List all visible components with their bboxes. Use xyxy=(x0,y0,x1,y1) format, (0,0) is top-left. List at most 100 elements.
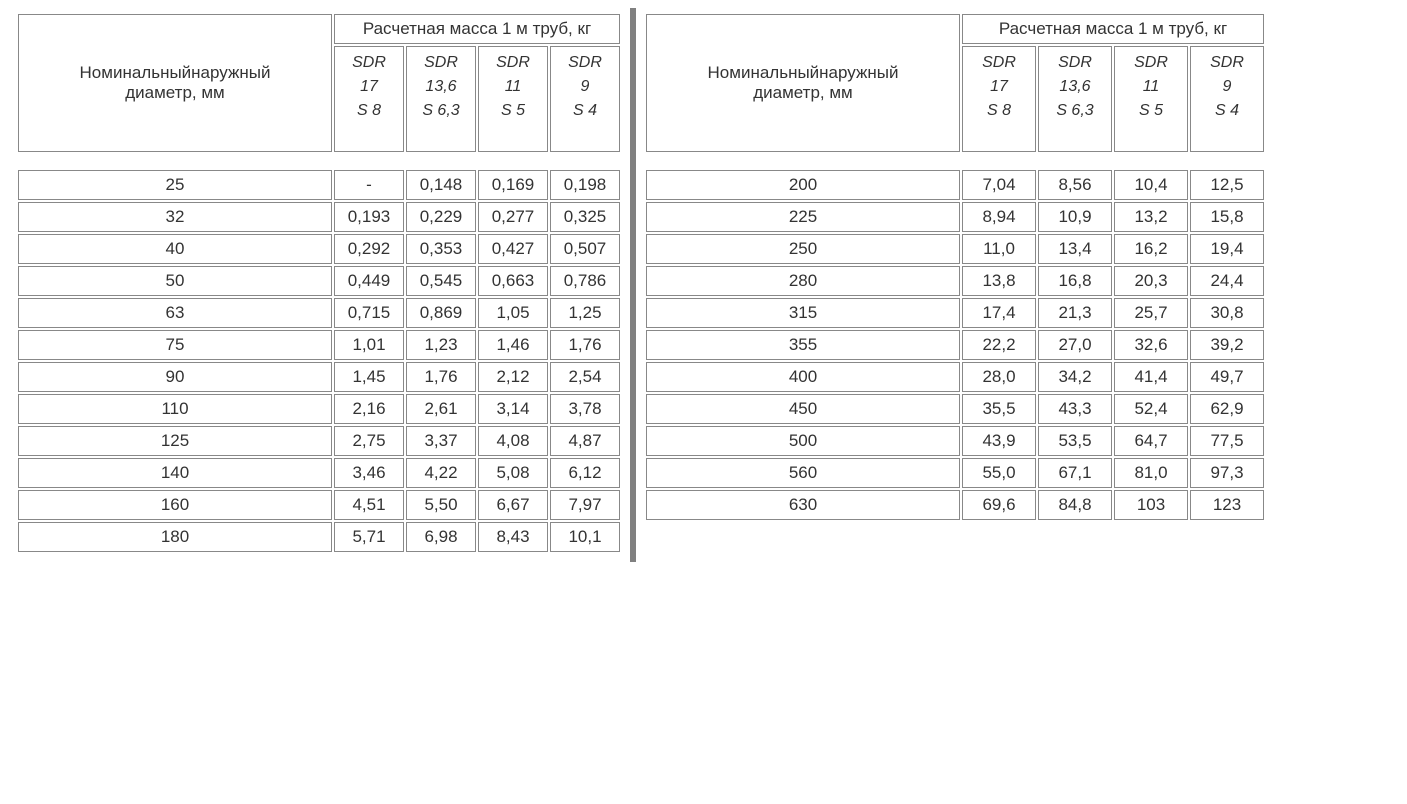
cell-diameter: 140 xyxy=(18,458,332,488)
cell-diameter: 630 xyxy=(646,490,960,520)
cell-value: 5,08 xyxy=(478,458,548,488)
sdr-col-3: SDR 9 S 4 xyxy=(1190,46,1264,152)
sdr-col-1: SDR 13,6 S 6,3 xyxy=(1038,46,1112,152)
cell-value: 24,4 xyxy=(1190,266,1264,296)
cell-value: 32,6 xyxy=(1114,330,1188,360)
right-panel: Номинальныйнаружный диаметр, мм Расчетна… xyxy=(636,8,1274,562)
cell-value: 2,75 xyxy=(334,426,404,456)
cell-value: 21,3 xyxy=(1038,298,1112,328)
cell-value: 1,76 xyxy=(406,362,476,392)
cell-diameter: 450 xyxy=(646,394,960,424)
table-row: 28013,816,820,324,4 xyxy=(646,266,1264,296)
cell-value: 97,3 xyxy=(1190,458,1264,488)
table-body-left: 25-0,1480,1690,198320,1930,2290,2770,325… xyxy=(18,170,620,552)
cell-diameter: 560 xyxy=(646,458,960,488)
col-mass-header: Расчетная масса 1 м труб, кг xyxy=(962,14,1264,44)
table-row: 2258,9410,913,215,8 xyxy=(646,202,1264,232)
cell-value: 1,76 xyxy=(550,330,620,360)
cell-value: 53,5 xyxy=(1038,426,1112,456)
cell-value: 81,0 xyxy=(1114,458,1188,488)
cell-value: 3,37 xyxy=(406,426,476,456)
sdr-col-2: SDR 11 S 5 xyxy=(1114,46,1188,152)
table-row: 1604,515,506,677,97 xyxy=(18,490,620,520)
cell-diameter: 125 xyxy=(18,426,332,456)
table-row: 901,451,762,122,54 xyxy=(18,362,620,392)
cell-value: 4,22 xyxy=(406,458,476,488)
table-row: 400,2920,3530,4270,507 xyxy=(18,234,620,264)
cell-value: 64,7 xyxy=(1114,426,1188,456)
cell-value: 0,507 xyxy=(550,234,620,264)
left-panel: Номинальныйнаружный диаметр, мм Расчетна… xyxy=(8,8,630,562)
cell-value: 6,98 xyxy=(406,522,476,552)
table-row: 751,011,231,461,76 xyxy=(18,330,620,360)
pipe-mass-table-right: Номинальныйнаружный диаметр, мм Расчетна… xyxy=(644,12,1266,522)
table-row: 56055,067,181,097,3 xyxy=(646,458,1264,488)
cell-value: 35,5 xyxy=(962,394,1036,424)
cell-value: 62,9 xyxy=(1190,394,1264,424)
cell-value: 52,4 xyxy=(1114,394,1188,424)
cell-value: 8,94 xyxy=(962,202,1036,232)
cell-diameter: 63 xyxy=(18,298,332,328)
col-diameter-header: Номинальныйнаружный диаметр, мм xyxy=(18,14,332,152)
cell-diameter: 90 xyxy=(18,362,332,392)
cell-value: 3,46 xyxy=(334,458,404,488)
cell-value: 77,5 xyxy=(1190,426,1264,456)
cell-value: 41,4 xyxy=(1114,362,1188,392)
cell-value: 0,292 xyxy=(334,234,404,264)
header-diameter-line1: Номинальныйнаружный xyxy=(80,63,271,82)
cell-value: 43,3 xyxy=(1038,394,1112,424)
cell-value: 5,50 xyxy=(406,490,476,520)
cell-value: 1,05 xyxy=(478,298,548,328)
cell-diameter: 355 xyxy=(646,330,960,360)
cell-value: 22,2 xyxy=(962,330,1036,360)
table-row: 25011,013,416,219,4 xyxy=(646,234,1264,264)
col-mass-header: Расчетная масса 1 м труб, кг xyxy=(334,14,620,44)
cell-value: 3,14 xyxy=(478,394,548,424)
table-row: 35522,227,032,639,2 xyxy=(646,330,1264,360)
table-row: 1403,464,225,086,12 xyxy=(18,458,620,488)
pipe-mass-table-left: Номинальныйнаружный диаметр, мм Расчетна… xyxy=(16,12,622,554)
table-row: 320,1930,2290,2770,325 xyxy=(18,202,620,232)
cell-diameter: 500 xyxy=(646,426,960,456)
header-diameter-line2: диаметр, мм xyxy=(753,83,853,102)
table-row: 63069,684,8103123 xyxy=(646,490,1264,520)
cell-value: 4,51 xyxy=(334,490,404,520)
cell-value: 2,54 xyxy=(550,362,620,392)
cell-value: 0,229 xyxy=(406,202,476,232)
cell-diameter: 75 xyxy=(18,330,332,360)
table-row: 2007,048,5610,412,5 xyxy=(646,170,1264,200)
sdr-col-0: SDR 17 S 8 xyxy=(962,46,1036,152)
cell-value: 0,663 xyxy=(478,266,548,296)
cell-value: 15,8 xyxy=(1190,202,1264,232)
cell-value: 103 xyxy=(1114,490,1188,520)
cell-value: 17,4 xyxy=(962,298,1036,328)
cell-value: 13,2 xyxy=(1114,202,1188,232)
cell-diameter: 40 xyxy=(18,234,332,264)
cell-diameter: 225 xyxy=(646,202,960,232)
cell-value: 34,2 xyxy=(1038,362,1112,392)
cell-value: 2,61 xyxy=(406,394,476,424)
cell-value: 10,9 xyxy=(1038,202,1112,232)
cell-value: 7,97 xyxy=(550,490,620,520)
cell-diameter: 110 xyxy=(18,394,332,424)
cell-value: 4,08 xyxy=(478,426,548,456)
table-body-right: 2007,048,5610,412,52258,9410,913,215,825… xyxy=(646,170,1264,520)
tables-wrap: Номинальныйнаружный диаметр, мм Расчетна… xyxy=(8,8,1399,562)
cell-value: 11,0 xyxy=(962,234,1036,264)
sdr-col-2: SDR 11 S 5 xyxy=(478,46,548,152)
cell-value: 0,449 xyxy=(334,266,404,296)
cell-value: 0,198 xyxy=(550,170,620,200)
table-row: 50043,953,564,777,5 xyxy=(646,426,1264,456)
cell-value: 13,4 xyxy=(1038,234,1112,264)
cell-value: 0,715 xyxy=(334,298,404,328)
cell-value: 5,71 xyxy=(334,522,404,552)
cell-value: 0,277 xyxy=(478,202,548,232)
cell-value: 16,8 xyxy=(1038,266,1112,296)
cell-diameter: 200 xyxy=(646,170,960,200)
table-row: 1805,716,988,4310,1 xyxy=(18,522,620,552)
cell-value: 3,78 xyxy=(550,394,620,424)
cell-diameter: 32 xyxy=(18,202,332,232)
cell-value: 0,427 xyxy=(478,234,548,264)
table-row: 1252,753,374,084,87 xyxy=(18,426,620,456)
cell-value: 67,1 xyxy=(1038,458,1112,488)
